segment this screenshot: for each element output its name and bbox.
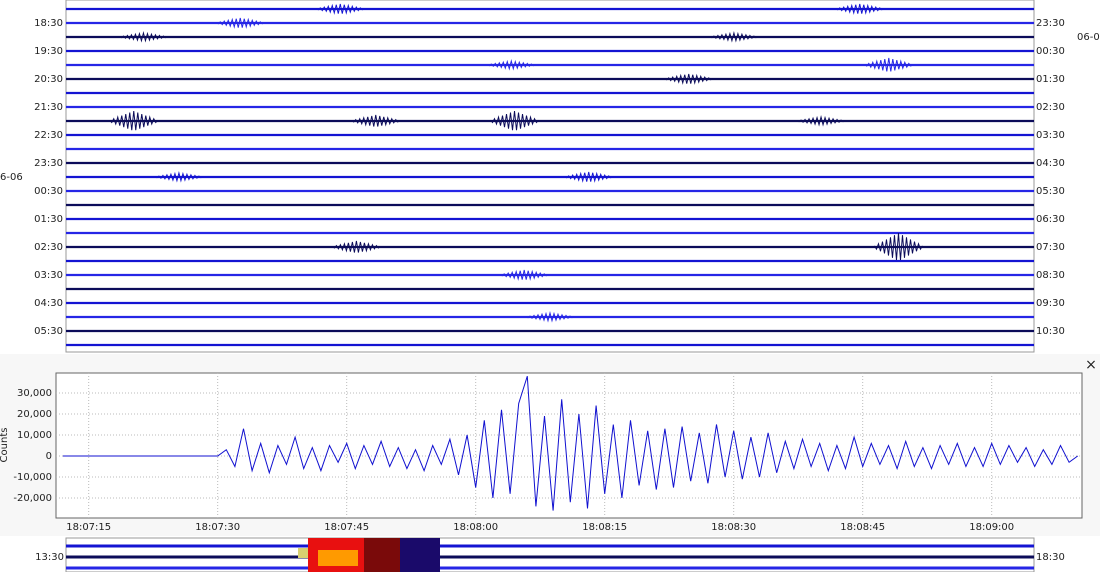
row-label: 18:30	[34, 18, 63, 29]
row-label: 20:30	[34, 74, 63, 85]
y-tick-label: -20,000	[13, 493, 52, 504]
strip-label: 18:30	[1036, 552, 1065, 563]
spectro-block	[400, 538, 440, 572]
x-tick-label: 18:07:45	[324, 522, 369, 533]
close-button[interactable]: ×	[1085, 357, 1097, 373]
row-label: 04:30	[1036, 158, 1065, 169]
row-label: 08:30	[1036, 270, 1065, 281]
row-label: 03:30	[1036, 130, 1065, 141]
row-label: 04:30	[34, 298, 63, 309]
y-tick-label: 20,000	[17, 409, 52, 420]
spectro-block	[364, 538, 400, 572]
event	[499, 269, 549, 281]
waveform	[62, 376, 1078, 511]
event	[487, 59, 536, 71]
row-label: 22:30	[34, 130, 63, 141]
date-label: 6-06	[0, 172, 23, 183]
event	[490, 110, 539, 131]
strip-frame	[65, 537, 1035, 572]
strip-label: 13:30	[35, 552, 64, 563]
row-label: 23:30	[34, 158, 63, 169]
x-tick-label: 18:07:30	[195, 522, 240, 533]
row-label: 09:30	[1036, 298, 1065, 309]
event	[564, 171, 613, 183]
y-axis-label: Counts	[0, 428, 10, 463]
row-label: 05:30	[34, 326, 63, 337]
x-tick-label: 18:08:30	[711, 522, 756, 533]
y-tick-label: 10,000	[17, 430, 52, 441]
event	[709, 31, 759, 43]
event	[154, 171, 204, 183]
x-tick-label: 18:07:15	[66, 522, 111, 533]
row-label: 21:30	[34, 102, 63, 113]
spectro-block	[298, 548, 310, 558]
x-tick-label: 18:08:15	[582, 522, 627, 533]
bottom-strip: 13:30 18:30	[35, 537, 1065, 572]
event	[664, 73, 713, 85]
event	[525, 311, 575, 323]
event	[874, 232, 923, 260]
spectro-block	[318, 550, 358, 566]
event	[109, 110, 159, 131]
event	[351, 114, 401, 127]
row-label: 03:30	[34, 270, 63, 281]
x-tick-label: 18:08:45	[840, 522, 885, 533]
row-label: 01:30	[34, 214, 63, 225]
row-label: 19:30	[34, 46, 63, 57]
date-label: 06-0	[1077, 32, 1100, 43]
row-label: 07:30	[1036, 242, 1065, 253]
event	[332, 240, 381, 253]
event	[796, 115, 846, 127]
event	[864, 57, 914, 72]
plot-frame	[55, 372, 1083, 519]
row-label: 01:30	[1036, 74, 1065, 85]
row-label: 00:30	[34, 186, 63, 197]
row-label: 00:30	[1036, 46, 1065, 57]
event	[215, 17, 265, 29]
event	[316, 3, 365, 15]
row-label: 02:30	[1036, 102, 1065, 113]
y-tick-label: -10,000	[13, 472, 52, 483]
y-tick-label: 30,000	[17, 388, 52, 399]
row-label: 06:30	[1036, 214, 1065, 225]
x-tick-label: 18:09:00	[969, 522, 1014, 533]
x-tick-label: 18:08:00	[453, 522, 498, 533]
row-label: 05:30	[1036, 186, 1065, 197]
row-label: 10:30	[1036, 326, 1065, 337]
row-label: 23:30	[1036, 18, 1065, 29]
row-label: 02:30	[34, 242, 63, 253]
y-tick-label: 0	[46, 451, 52, 462]
event	[835, 3, 885, 15]
event	[119, 31, 168, 43]
